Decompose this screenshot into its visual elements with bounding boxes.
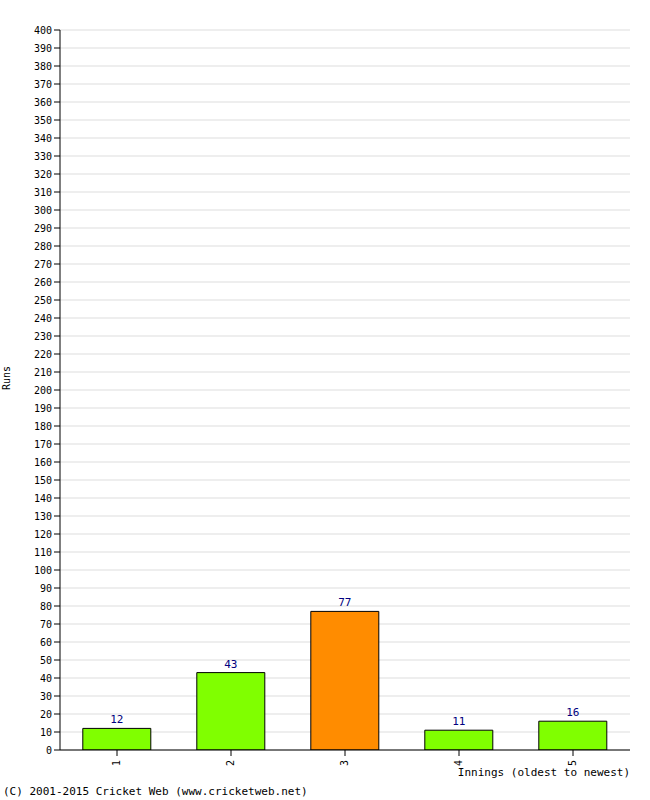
svg-text:90: 90 bbox=[40, 583, 52, 594]
svg-text:290: 290 bbox=[34, 223, 52, 234]
svg-text:300: 300 bbox=[34, 205, 52, 216]
svg-text:210: 210 bbox=[34, 367, 52, 378]
svg-text:150: 150 bbox=[34, 475, 52, 486]
svg-text:190: 190 bbox=[34, 403, 52, 414]
svg-text:20: 20 bbox=[40, 709, 52, 720]
svg-text:130: 130 bbox=[34, 511, 52, 522]
svg-text:40: 40 bbox=[40, 673, 52, 684]
svg-text:100: 100 bbox=[34, 565, 52, 576]
svg-text:230: 230 bbox=[34, 331, 52, 342]
svg-text:30: 30 bbox=[40, 691, 52, 702]
svg-text:77: 77 bbox=[338, 596, 351, 609]
svg-text:16: 16 bbox=[566, 706, 579, 719]
svg-text:260: 260 bbox=[34, 277, 52, 288]
svg-text:200: 200 bbox=[34, 385, 52, 396]
svg-text:5: 5 bbox=[567, 760, 578, 766]
svg-text:43: 43 bbox=[224, 658, 237, 671]
svg-text:140: 140 bbox=[34, 493, 52, 504]
svg-text:160: 160 bbox=[34, 457, 52, 468]
svg-text:70: 70 bbox=[40, 619, 52, 630]
svg-text:110: 110 bbox=[34, 547, 52, 558]
html-text:(C) 2001-2015 Cricket Web (www: (C) 2001-2015 Cricket Web (www.cricketwe… bbox=[3, 785, 308, 798]
svg-text:400: 400 bbox=[34, 25, 52, 36]
html-text:Innings (oldest to newest): Innings (oldest to newest) bbox=[457, 766, 630, 779]
svg-text:240: 240 bbox=[34, 313, 52, 324]
svg-text:0: 0 bbox=[46, 745, 52, 756]
svg-text:250: 250 bbox=[34, 295, 52, 306]
svg-text:280: 280 bbox=[34, 241, 52, 252]
svg-text:3: 3 bbox=[339, 760, 350, 766]
svg-text:2: 2 bbox=[225, 760, 236, 766]
svg-text:330: 330 bbox=[34, 151, 52, 162]
svg-text:270: 270 bbox=[34, 259, 52, 270]
svg-text:360: 360 bbox=[34, 97, 52, 108]
svg-text:220: 220 bbox=[34, 349, 52, 360]
svg-text:11: 11 bbox=[452, 715, 465, 728]
svg-text:350: 350 bbox=[34, 115, 52, 126]
svg-text:320: 320 bbox=[34, 169, 52, 180]
svg-text:80: 80 bbox=[40, 601, 52, 612]
svg-text:1: 1 bbox=[111, 760, 122, 766]
svg-text:10: 10 bbox=[40, 727, 52, 738]
svg-text:180: 180 bbox=[34, 421, 52, 432]
svg-text:310: 310 bbox=[34, 187, 52, 198]
svg-text:12: 12 bbox=[110, 713, 123, 726]
svg-text:50: 50 bbox=[40, 655, 52, 666]
svg-text:340: 340 bbox=[34, 133, 52, 144]
svg-text:120: 120 bbox=[34, 529, 52, 540]
svg-text:60: 60 bbox=[40, 637, 52, 648]
svg-text:170: 170 bbox=[34, 439, 52, 450]
svg-text:Runs: Runs bbox=[8, 366, 12, 390]
svg-text:380: 380 bbox=[34, 61, 52, 72]
svg-text:390: 390 bbox=[34, 43, 52, 54]
svg-text:4: 4 bbox=[453, 760, 464, 766]
svg-text:370: 370 bbox=[34, 79, 52, 90]
